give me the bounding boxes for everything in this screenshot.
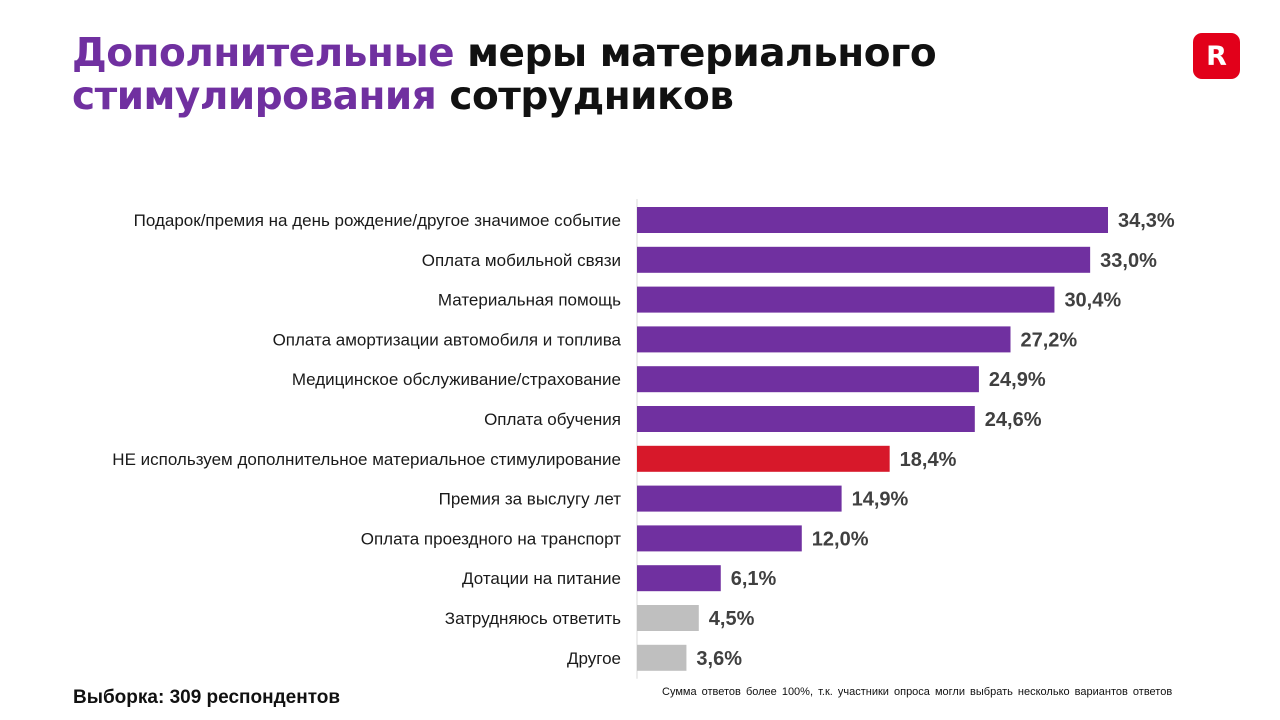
page-title: Дополнительные меры материального стимул…	[72, 31, 937, 119]
value-label: 14,9%	[852, 489, 909, 511]
bar	[637, 366, 979, 393]
bar	[637, 644, 687, 671]
bar	[637, 445, 890, 472]
category-label: Оплата обучения	[484, 410, 621, 429]
bar	[637, 246, 1091, 273]
bar	[637, 207, 1108, 233]
bar	[637, 605, 699, 631]
bar	[637, 525, 802, 552]
bar	[637, 406, 975, 432]
value-label: 24,9%	[989, 369, 1046, 391]
category-label: Подарок/премия на день рождение/другое з…	[134, 211, 621, 230]
sample-size-note: Выборка: 309 респондентов	[73, 687, 341, 708]
category-label: Материальная помощь	[438, 291, 621, 310]
category-label: Премия за выслугу лет	[439, 490, 622, 509]
value-label: 33,0%	[1100, 250, 1157, 272]
category-label: НЕ используем дополнительное материально…	[112, 450, 621, 469]
bar	[637, 485, 842, 512]
title-line2-rest: сотрудников	[449, 74, 734, 119]
category-label: Оплата проездного на транспорт	[361, 529, 621, 548]
category-label: Оплата мобильной связи	[422, 251, 621, 270]
value-label: 12,0%	[812, 528, 869, 550]
title-line2-accent: стимулирования	[72, 74, 437, 119]
category-label: Оплата амортизации автомобиля и топлива	[273, 330, 622, 349]
title-line1-accent: Дополнительные	[72, 31, 455, 76]
bar	[637, 286, 1055, 313]
value-label: 30,4%	[1064, 290, 1121, 312]
value-label: 6,1%	[731, 568, 777, 590]
category-label: Другое	[567, 649, 621, 668]
value-label: 34,3%	[1118, 210, 1175, 232]
title-line1-rest: меры материального	[467, 31, 937, 76]
category-label: Затрудняюсь ответить	[445, 609, 621, 628]
brand-logo-icon: R	[1193, 33, 1240, 79]
value-label: 4,5%	[709, 608, 755, 630]
value-label: 3,6%	[696, 648, 742, 670]
footnote: Сумма ответов более 100%, т.к. участники…	[662, 686, 1173, 698]
category-label: Дотации на питание	[462, 569, 621, 588]
bar	[637, 565, 721, 592]
value-label: 27,2%	[1021, 329, 1078, 351]
category-label: Медицинское обслуживание/страхование	[292, 370, 621, 389]
value-label: 24,6%	[985, 409, 1042, 431]
value-label: 18,4%	[900, 449, 957, 471]
bar	[637, 326, 1011, 353]
